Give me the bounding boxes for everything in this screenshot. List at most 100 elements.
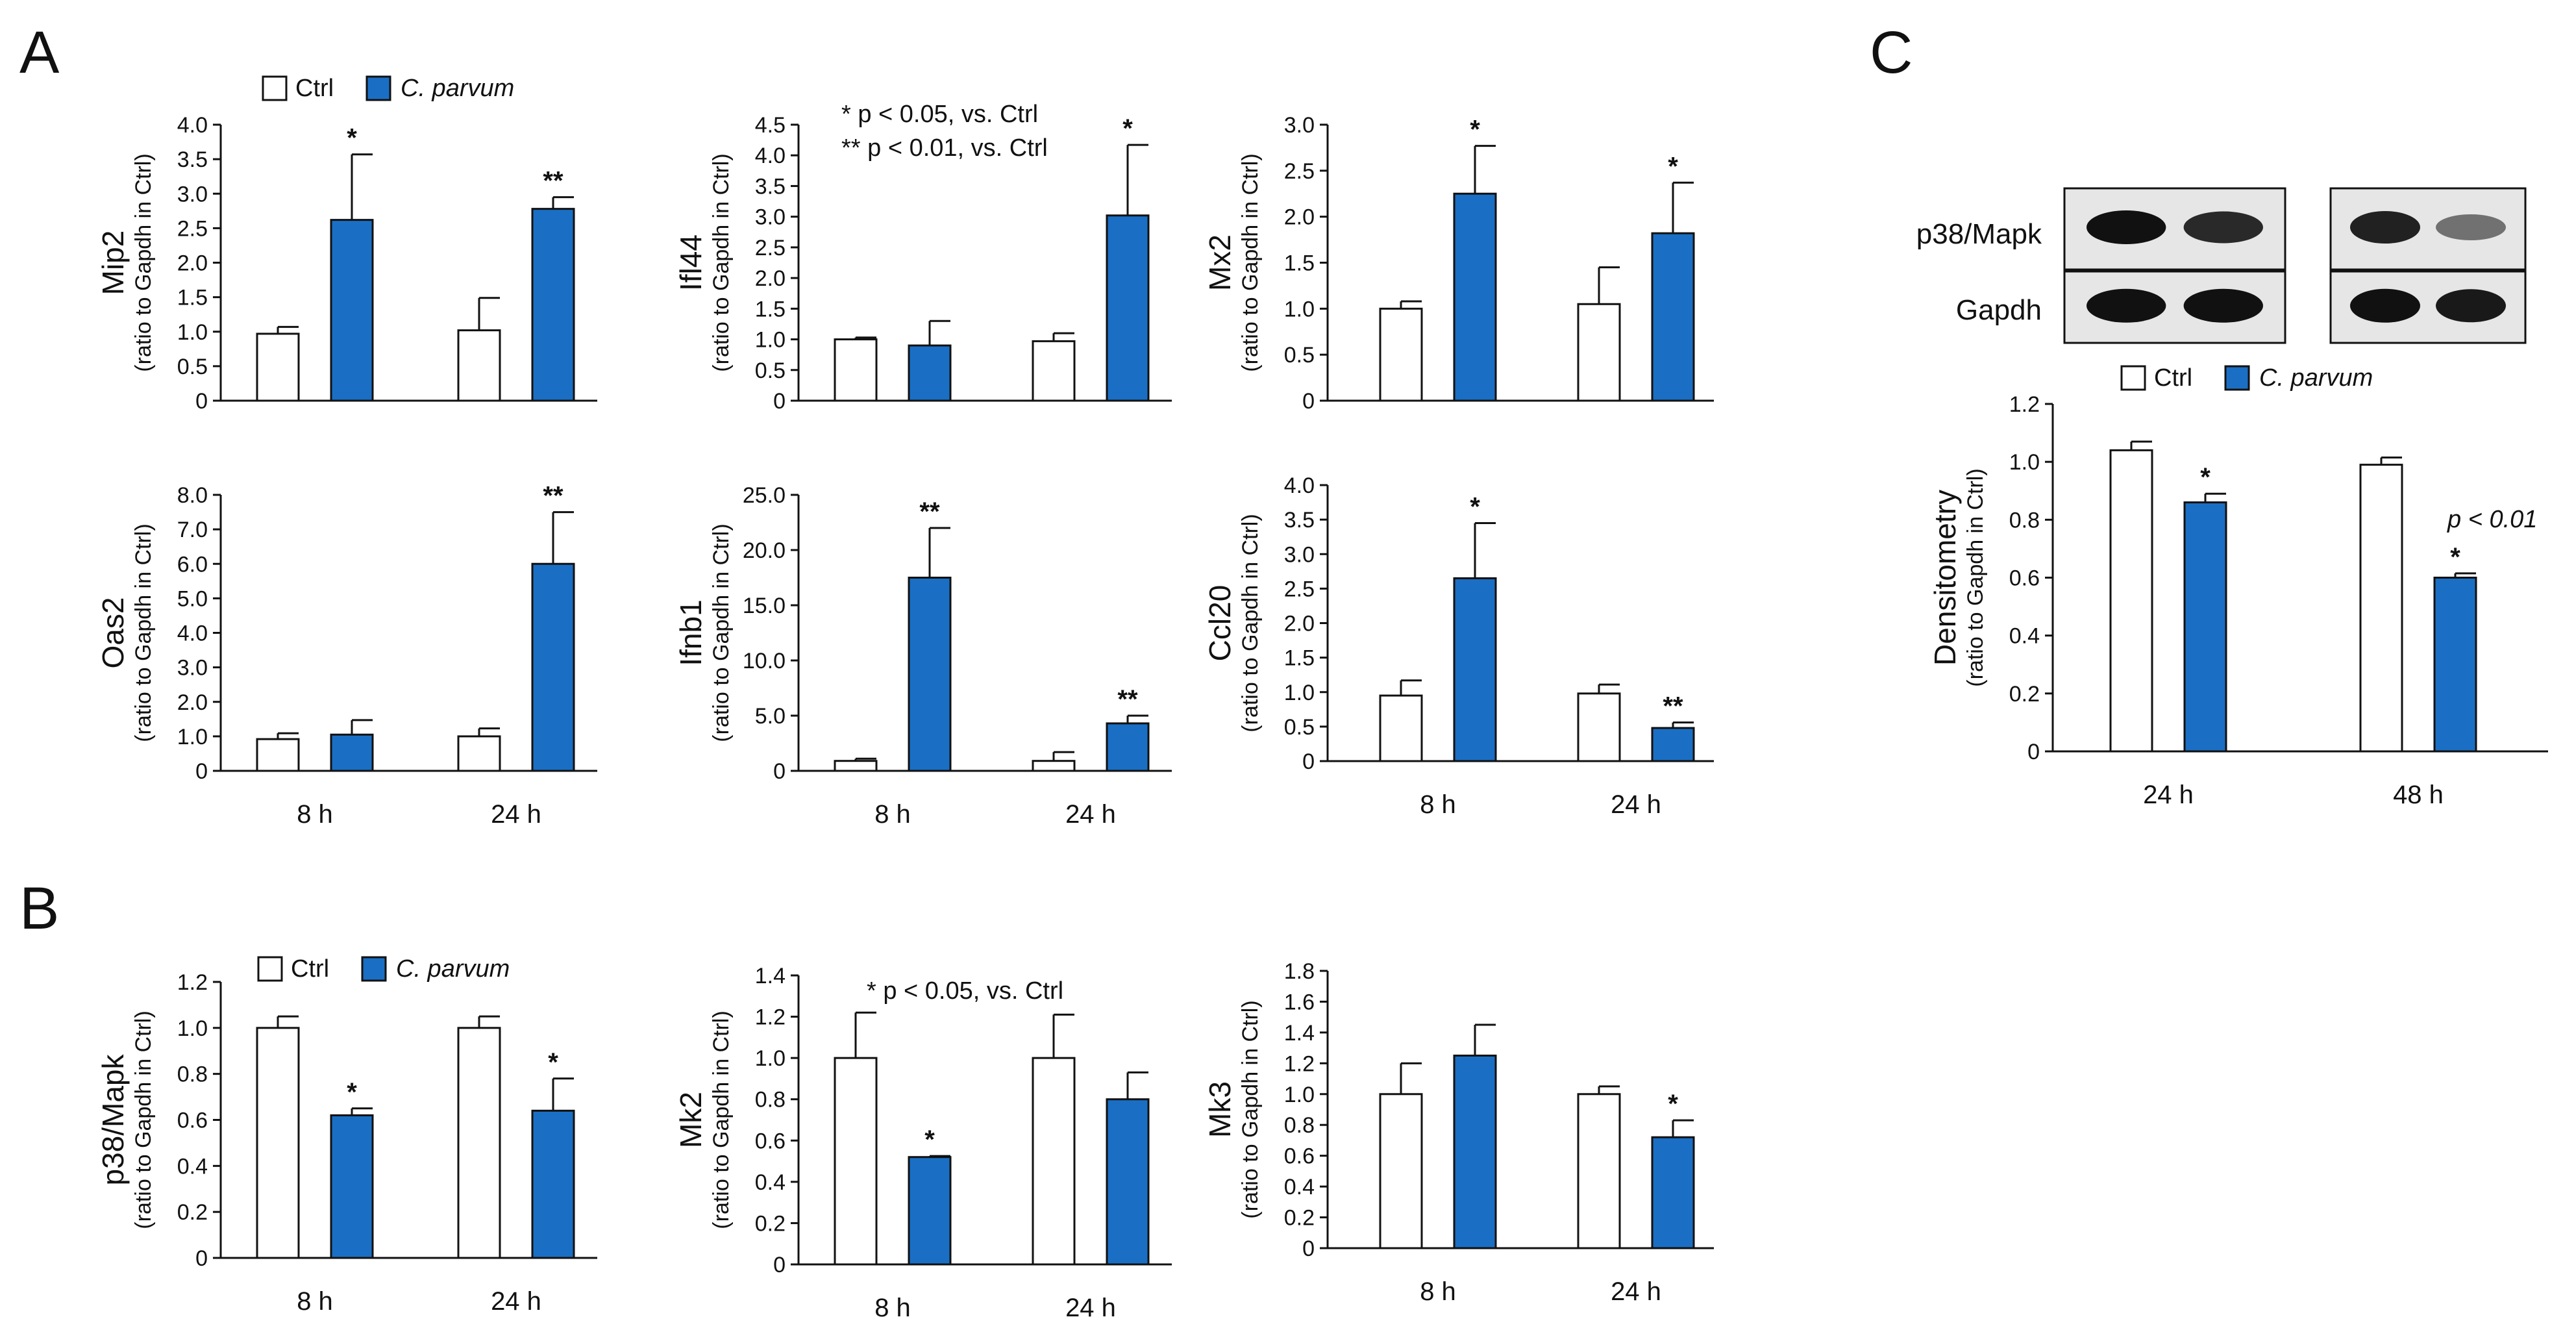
y-axis-sublabel: (ratio to Gapdh in Ctrl) — [1238, 153, 1263, 371]
significance-mark: ** — [1117, 685, 1138, 714]
bar-ctrl — [834, 338, 878, 402]
y-tick-label: 1.0 — [755, 328, 786, 353]
significance-mark: * — [1122, 114, 1133, 143]
y-tick-label: 1.8 — [1284, 959, 1315, 984]
x-category-label: 8 h — [1420, 790, 1456, 819]
significance-note: * p < 0.05, vs. Ctrl — [867, 977, 1063, 1005]
significance-mark: * — [2200, 463, 2211, 492]
y-tick-label: 0 — [1302, 389, 1315, 414]
x-category-label: 24 h — [1611, 790, 1661, 819]
bar-parvum — [1651, 1136, 1695, 1249]
y-tick-label: 4.0 — [177, 621, 208, 646]
panel-letter-b: B — [19, 875, 59, 942]
y-tick-label: 0.8 — [1284, 1113, 1315, 1138]
y-tick-label: 0.5 — [755, 358, 786, 383]
chart-A-oas2: 0 1.0 2.0 3.0 4.0 5.0 6.0 7.0 8.0 Oas2 (ratio to G… — [96, 482, 597, 829]
y-tick-label: 0 — [1302, 749, 1315, 774]
y-axis-label: Densitometry — [1928, 490, 1962, 666]
y-tick-label: 20.0 — [743, 538, 786, 563]
blot-band — [2350, 211, 2420, 244]
y-tick-label: 2.0 — [177, 251, 208, 276]
y-tick-label: 0 — [195, 1246, 208, 1271]
bar-ctrl — [256, 738, 300, 772]
significance-mark: ** — [1663, 692, 1683, 721]
y-tick-label: 1.5 — [755, 297, 786, 321]
legend-swatch-parvum — [2224, 365, 2250, 391]
y-tick-label: 4.5 — [755, 113, 786, 138]
bar-parvum — [531, 1109, 575, 1259]
bar-parvum — [1651, 232, 1695, 402]
significance-mark: * — [347, 124, 357, 153]
significance-mark: * — [1668, 152, 1678, 181]
y-tick-label: 0 — [773, 759, 786, 784]
y-tick-label: 1.5 — [1284, 251, 1315, 276]
significance-mark: * — [548, 1048, 558, 1077]
significance-mark: * — [1470, 492, 1480, 521]
x-category-label: 24 h — [491, 1287, 541, 1316]
significance-mark: * — [1470, 116, 1480, 144]
x-category-label: 48 h — [2393, 781, 2444, 809]
y-tick-label: 0.5 — [1284, 343, 1315, 368]
y-axis-label: Ifl44 — [674, 234, 708, 291]
y-tick-label: 0.2 — [1284, 1206, 1315, 1231]
y-tick-label: 2.5 — [1284, 577, 1315, 601]
bar-parvum — [531, 562, 575, 772]
y-tick-label: 4.0 — [755, 144, 786, 168]
bar-parvum — [531, 208, 575, 402]
y-tick-label: 1.0 — [177, 320, 208, 345]
bar-parvum — [330, 733, 374, 772]
x-category-label: 24 h — [1611, 1277, 1661, 1306]
bar-ctrl — [2109, 449, 2153, 753]
bar-parvum — [1453, 1054, 1497, 1249]
significance-mark: * — [924, 1125, 935, 1154]
legend-swatch-parvum — [365, 75, 391, 101]
y-tick-label: 1.2 — [177, 970, 208, 995]
legend-label-parvum: C. parvum — [401, 75, 514, 102]
bar-ctrl — [1577, 1093, 1621, 1249]
y-tick-label: 0 — [2027, 740, 2040, 764]
y-tick-label: 15.0 — [743, 594, 786, 618]
bar-parvum — [330, 219, 374, 402]
y-tick-label: 5.0 — [755, 704, 786, 729]
y-axis-label: Mip2 — [96, 231, 130, 295]
chart-A-ifi44: 0 0.5 1.0 1.5 2.0 2.5 3.0 3.5 4.0 4.5 Ifl44 (ratio … — [674, 101, 1172, 414]
y-axis-label: Mk2 — [674, 1092, 708, 1148]
blot-band — [2436, 214, 2506, 240]
significance-note: ** p < 0.01, vs. Ctrl — [841, 134, 1048, 162]
y-tick-label: 4.0 — [1284, 473, 1315, 498]
bar-ctrl — [1577, 692, 1621, 762]
bar-parvum — [1453, 192, 1497, 402]
y-tick-label: 0.5 — [177, 355, 208, 379]
panel-letter-a: A — [19, 19, 60, 86]
y-axis-label: Ccl20 — [1203, 585, 1237, 662]
bar-ctrl — [457, 329, 501, 402]
legend-label-parvum: C. parvum — [2259, 364, 2373, 392]
y-axis-label: p38/Mapk — [96, 1053, 130, 1185]
y-tick-label: 3.5 — [755, 174, 786, 199]
legend-swatch-ctrl — [262, 75, 288, 101]
y-tick-label: 0.6 — [177, 1109, 208, 1133]
bar-parvum — [908, 344, 952, 402]
y-axis-sublabel: (ratio to Gapdh in Ctrl) — [131, 523, 156, 742]
bar-ctrl — [834, 760, 878, 772]
x-category-label: 8 h — [1420, 1277, 1456, 1306]
bar-parvum — [908, 1156, 952, 1266]
significance-mark: ** — [543, 482, 564, 510]
y-tick-label: 3.0 — [177, 656, 208, 681]
p-value-note: p < 0.01 — [2447, 506, 2537, 533]
chart-A-mip2: 0 0.5 1.0 1.5 2.0 2.5 3.0 3.5 4.0 Mip2 (ratio to G… — [96, 75, 597, 414]
y-tick-label: 0.2 — [177, 1200, 208, 1225]
y-tick-label: 1.2 — [755, 1005, 786, 1030]
y-tick-label: 8.0 — [177, 483, 208, 508]
blot-band — [2183, 288, 2263, 323]
blot-band — [2183, 211, 2263, 244]
bar-ctrl — [834, 1057, 878, 1266]
x-category-label: 8 h — [297, 1287, 333, 1316]
y-tick-label: 1.0 — [1284, 1083, 1315, 1107]
legend-label-parvum: C. parvum — [396, 955, 510, 983]
x-category-label: 8 h — [874, 1294, 911, 1317]
y-tick-label: 0.2 — [755, 1211, 786, 1236]
y-tick-label: 2.5 — [755, 236, 786, 260]
significance-mark: * — [347, 1078, 357, 1107]
y-tick-label: 1.4 — [1284, 1021, 1315, 1046]
